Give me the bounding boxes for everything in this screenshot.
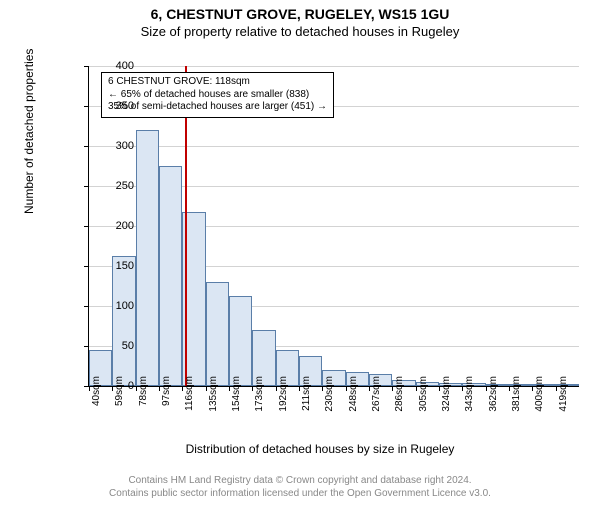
xtick-label: 362sqm	[488, 376, 499, 426]
xtick-mark	[89, 386, 90, 391]
xtick-label: 211sqm	[301, 376, 312, 426]
ytick-label: 250	[104, 180, 134, 192]
x-axis-label: Distribution of detached houses by size …	[50, 442, 590, 456]
xtick-label: 400sqm	[534, 376, 545, 426]
xtick-label: 286sqm	[394, 376, 405, 426]
y-axis-label: Number of detached properties	[22, 49, 36, 214]
histogram-bar	[229, 296, 252, 386]
ytick-mark	[84, 146, 89, 147]
xtick-label: 381sqm	[511, 376, 522, 426]
annotation-box: 6 CHESTNUT GROVE: 118sqm← 65% of detache…	[101, 72, 334, 118]
xtick-label: 248sqm	[348, 376, 359, 426]
xtick-label: 324sqm	[441, 376, 452, 426]
xtick-label: 135sqm	[208, 376, 219, 426]
page-subtitle: Size of property relative to detached ho…	[0, 24, 600, 39]
xtick-mark	[299, 386, 300, 391]
histogram-bar	[112, 256, 135, 386]
ytick-mark	[84, 346, 89, 347]
xtick-mark	[486, 386, 487, 391]
footer-line-1: Contains HM Land Registry data © Crown c…	[0, 474, 600, 487]
ytick-label: 350	[104, 100, 134, 112]
xtick-mark	[206, 386, 207, 391]
xtick-mark	[276, 386, 277, 391]
ytick-mark	[84, 66, 89, 67]
xtick-label: 230sqm	[324, 376, 335, 426]
ytick-label: 200	[104, 220, 134, 232]
xtick-label: 59sqm	[114, 376, 125, 426]
footer-line-2: Contains public sector information licen…	[0, 487, 600, 500]
ytick-mark	[84, 266, 89, 267]
xtick-mark	[229, 386, 230, 391]
annotation-line: 35% of semi-detached houses are larger (…	[108, 101, 327, 114]
ytick-label: 150	[104, 260, 134, 272]
xtick-mark	[159, 386, 160, 391]
xtick-mark	[346, 386, 347, 391]
xtick-label: 419sqm	[558, 376, 569, 426]
footer-attribution: Contains HM Land Registry data © Crown c…	[0, 474, 600, 500]
xtick-label: 116sqm	[184, 376, 195, 426]
xtick-mark	[369, 386, 370, 391]
ytick-label: 400	[104, 60, 134, 72]
xtick-mark	[509, 386, 510, 391]
ytick-mark	[84, 226, 89, 227]
histogram-chart: Number of detached properties 6 CHESTNUT…	[50, 54, 590, 424]
annotation-line: 6 CHESTNUT GROVE: 118sqm	[108, 76, 327, 89]
xtick-mark	[556, 386, 557, 391]
histogram-bar	[136, 130, 159, 386]
xtick-mark	[136, 386, 137, 391]
xtick-mark	[416, 386, 417, 391]
xtick-label: 78sqm	[138, 376, 149, 426]
annotation-line: ← 65% of detached houses are smaller (83…	[108, 89, 327, 102]
ytick-label: 100	[104, 300, 134, 312]
ytick-label: 300	[104, 140, 134, 152]
histogram-bar	[206, 282, 229, 386]
xtick-label: 154sqm	[231, 376, 242, 426]
xtick-label: 267sqm	[371, 376, 382, 426]
ytick-label: 50	[104, 340, 134, 352]
xtick-mark	[439, 386, 440, 391]
histogram-bar	[159, 166, 182, 386]
xtick-label: 343sqm	[464, 376, 475, 426]
ytick-mark	[84, 186, 89, 187]
page-title: 6, CHESTNUT GROVE, RUGELEY, WS15 1GU	[0, 6, 600, 22]
xtick-label: 97sqm	[161, 376, 172, 426]
gridline	[89, 66, 579, 67]
plot-area: 6 CHESTNUT GROVE: 118sqm← 65% of detache…	[88, 66, 579, 387]
xtick-label: 192sqm	[278, 376, 289, 426]
gridline	[89, 146, 579, 147]
ytick-mark	[84, 106, 89, 107]
xtick-label: 173sqm	[254, 376, 265, 426]
xtick-label: 305sqm	[418, 376, 429, 426]
ytick-mark	[84, 306, 89, 307]
xtick-label: 40sqm	[91, 376, 102, 426]
